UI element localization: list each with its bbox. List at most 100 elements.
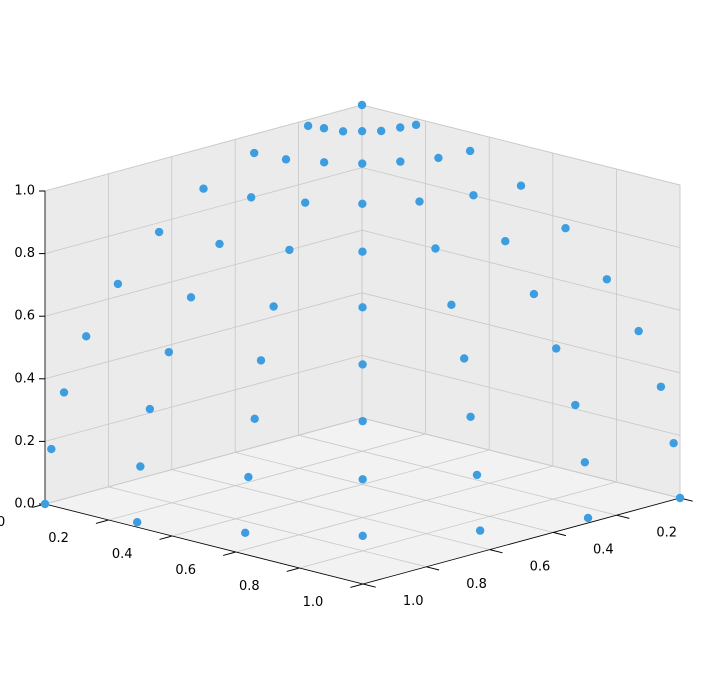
point xyxy=(215,239,224,249)
point xyxy=(136,462,145,471)
x-tick-label: 0.8 xyxy=(239,579,260,594)
point xyxy=(583,513,593,523)
axis-line xyxy=(44,503,364,585)
point xyxy=(269,302,278,311)
point xyxy=(411,120,421,130)
point xyxy=(469,191,478,200)
y-tick-label: 0.8 xyxy=(466,577,487,592)
grid-line xyxy=(299,481,617,569)
x-tick-label: 0.6 xyxy=(175,563,196,578)
point xyxy=(561,223,570,233)
point xyxy=(281,155,291,164)
x-tick-label: 0.4 xyxy=(112,547,133,562)
point xyxy=(246,193,256,202)
point xyxy=(358,247,367,256)
grid-line xyxy=(44,292,363,380)
point xyxy=(285,245,294,255)
point xyxy=(145,404,155,414)
point xyxy=(475,526,485,535)
grid-line xyxy=(235,452,554,533)
grid-line xyxy=(44,167,363,254)
point xyxy=(319,158,329,167)
x-tick-label: 1.0 xyxy=(303,595,324,610)
point xyxy=(250,148,259,158)
grid-line xyxy=(108,486,427,568)
point xyxy=(675,493,685,503)
point xyxy=(466,412,475,421)
z-tick-label: 0.6 xyxy=(14,309,35,324)
point xyxy=(358,360,367,369)
point xyxy=(59,388,69,397)
y-tick-label: 1.0 xyxy=(403,594,424,609)
point xyxy=(358,416,367,426)
y-tick xyxy=(616,514,630,519)
grid-line xyxy=(361,355,681,436)
point xyxy=(669,438,678,448)
point xyxy=(199,184,208,193)
y-tick xyxy=(362,583,376,588)
grid-line xyxy=(235,465,553,553)
point xyxy=(47,444,56,454)
point xyxy=(415,197,424,206)
point xyxy=(602,275,612,284)
point xyxy=(358,199,367,208)
point xyxy=(501,237,510,246)
y-tick xyxy=(489,549,503,554)
point xyxy=(300,198,310,207)
x-tick xyxy=(222,551,236,556)
point xyxy=(431,244,440,253)
point xyxy=(256,356,266,365)
z-tick-label: 0.4 xyxy=(14,371,35,386)
z-tick-label: 1.0 xyxy=(14,184,35,199)
y-tick-label: 0.4 xyxy=(593,543,614,558)
point xyxy=(357,126,367,136)
point xyxy=(656,382,666,391)
point xyxy=(358,159,367,168)
point xyxy=(552,344,561,353)
point xyxy=(434,153,443,163)
point xyxy=(634,326,643,336)
point xyxy=(472,470,482,480)
point xyxy=(186,293,196,302)
point xyxy=(241,528,250,538)
point xyxy=(132,518,142,527)
z-tick-label: 0.2 xyxy=(14,434,35,449)
y-tick xyxy=(426,566,440,571)
grid-line xyxy=(172,449,490,537)
y-tick xyxy=(553,531,567,537)
point xyxy=(465,146,475,156)
grid-line xyxy=(361,167,681,248)
y-tick-label: 0.2 xyxy=(656,525,677,540)
point xyxy=(459,354,469,363)
point xyxy=(357,100,367,110)
grid-line xyxy=(108,433,426,521)
point xyxy=(303,121,313,131)
point xyxy=(319,124,329,133)
point xyxy=(571,400,580,410)
x-tick xyxy=(159,535,173,540)
point xyxy=(338,127,348,136)
grid-line xyxy=(361,292,681,374)
point xyxy=(529,289,539,299)
point xyxy=(154,227,164,237)
point xyxy=(358,303,367,312)
point xyxy=(82,332,91,341)
grid-line xyxy=(298,434,617,516)
point xyxy=(447,300,456,310)
point xyxy=(244,472,253,482)
grid-line xyxy=(171,469,490,550)
point xyxy=(376,126,386,136)
point xyxy=(516,181,526,190)
x-tick-label: 0.0 xyxy=(0,515,5,530)
grid-line xyxy=(44,229,363,317)
point xyxy=(358,475,367,484)
z-tick-label: 0.0 xyxy=(14,497,35,512)
point xyxy=(358,531,367,541)
point xyxy=(250,414,259,424)
point xyxy=(396,123,405,132)
grid-line xyxy=(44,355,363,442)
point xyxy=(40,499,50,509)
grid-line xyxy=(361,229,681,311)
x-tick xyxy=(350,583,364,588)
